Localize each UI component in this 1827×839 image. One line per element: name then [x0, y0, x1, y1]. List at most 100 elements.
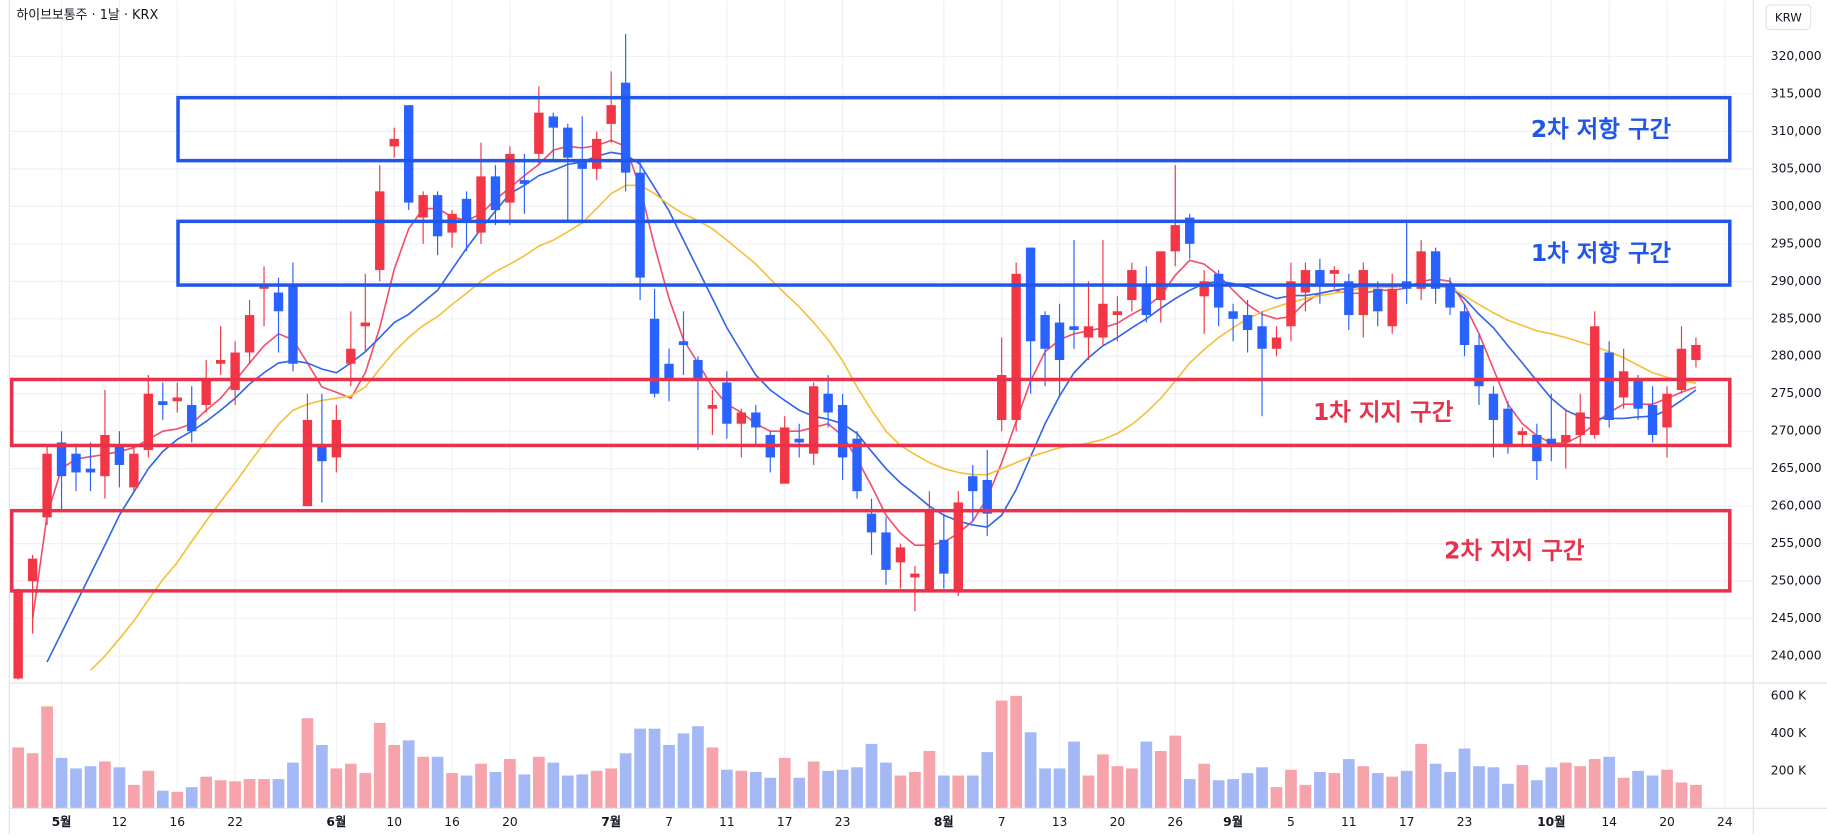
- x-tick-label: 11: [1341, 815, 1357, 829]
- candle-body: [780, 427, 790, 484]
- volume-bar: [171, 791, 184, 809]
- volume-bar: [113, 767, 126, 809]
- x-tick-label: 20: [1659, 815, 1675, 829]
- volume-bar: [200, 776, 213, 809]
- candle-body: [1040, 315, 1050, 349]
- candle-body: [172, 397, 182, 402]
- candle-body: [866, 513, 877, 533]
- candle-body: [1459, 311, 1470, 346]
- volume-bar: [229, 781, 241, 809]
- volume-tick-label: 200 K: [1771, 763, 1807, 777]
- y-tick-label: 310,000: [1771, 124, 1822, 138]
- y-tick-label: 260,000: [1771, 499, 1822, 513]
- candle-body: [1532, 434, 1542, 462]
- volume-bar: [1661, 769, 1673, 809]
- volume-bar: [1690, 784, 1702, 809]
- volume-bar: [966, 775, 979, 809]
- candle-body: [534, 112, 544, 154]
- zone-layer: 2차 저항 구간 1차 저항 구간 1차 지지 구간 2차 지지 구간: [9, 95, 1732, 593]
- x-tick-label: 23: [1457, 815, 1473, 829]
- candle-body: [71, 453, 81, 473]
- volume-bar: [475, 763, 487, 809]
- volume-bar: [865, 743, 878, 809]
- volume-bar: [1646, 775, 1659, 809]
- candle-body: [548, 116, 558, 128]
- y-tick-label: 295,000: [1771, 236, 1822, 250]
- grid-layer: [9, 0, 1754, 809]
- volume-bar: [1675, 782, 1688, 809]
- volume-bar: [981, 752, 994, 809]
- volume-bar: [1328, 773, 1341, 809]
- volume-bar: [128, 784, 140, 809]
- volume-bar: [663, 744, 675, 809]
- y-tick-label: 290,000: [1771, 274, 1822, 288]
- candle-body: [606, 105, 616, 124]
- volume-bar: [1140, 741, 1153, 809]
- volume-bar: [1516, 765, 1529, 809]
- x-tick-label: 17: [1399, 815, 1415, 829]
- candle-body: [751, 412, 761, 428]
- candle-body: [317, 446, 327, 462]
- volume-bar: [185, 787, 198, 809]
- candle-body: [1112, 311, 1123, 316]
- volume-bar: [1386, 776, 1399, 809]
- x-tick-label: 22: [227, 815, 243, 829]
- currency-label[interactable]: KRW: [1775, 10, 1802, 24]
- volume-bar: [1617, 777, 1630, 809]
- candle-body: [273, 292, 284, 312]
- y-tick-label: 275,000: [1771, 386, 1822, 400]
- volume-bar: [402, 740, 415, 809]
- y-tick-label: 255,000: [1771, 536, 1822, 550]
- candle-body: [635, 172, 645, 278]
- candle-body: [620, 82, 631, 173]
- candle-body: [563, 127, 573, 158]
- x-tick-label: 20: [502, 815, 518, 829]
- candle-body: [13, 592, 23, 679]
- candle-body: [519, 180, 530, 184]
- candle-body: [577, 161, 587, 169]
- y-tick-label: 315,000: [1771, 86, 1822, 100]
- candle-body: [722, 382, 732, 424]
- volume-bar: [359, 773, 372, 809]
- y-tick-label: 285,000: [1771, 311, 1822, 325]
- volume-bar: [1024, 732, 1037, 809]
- candle-body: [1445, 285, 1455, 308]
- volume-bar: [1502, 783, 1514, 809]
- candle-body: [418, 195, 428, 218]
- y-tick-label: 265,000: [1771, 461, 1822, 475]
- x-tick-label: 17: [777, 815, 793, 829]
- volume-bar: [243, 779, 256, 809]
- volume-bar: [706, 747, 719, 809]
- candle-body: [505, 153, 515, 203]
- candle-body: [1488, 393, 1499, 420]
- volume-bar: [41, 706, 53, 809]
- volume-bar: [1010, 695, 1023, 809]
- volume-bar: [142, 770, 155, 809]
- volume-bar: [619, 753, 632, 809]
- candle-body: [1011, 273, 1021, 420]
- candle-body: [1618, 371, 1629, 398]
- candle-body: [1358, 270, 1368, 316]
- zone-box: [176, 219, 1732, 287]
- volume-bar: [532, 756, 545, 809]
- x-tick-label: 7: [665, 815, 673, 829]
- currency-box[interactable]: [1765, 4, 1812, 31]
- volume-bar: [489, 771, 502, 809]
- candle-body: [1474, 345, 1484, 387]
- volume-bar: [590, 770, 603, 809]
- candle-body: [664, 363, 674, 379]
- candle-body: [693, 360, 703, 379]
- x-tick-label: 7: [998, 815, 1006, 829]
- candle-body: [997, 374, 1007, 420]
- volume-bar: [1603, 756, 1616, 809]
- candle-body: [895, 547, 906, 563]
- volume-bar: [1632, 770, 1644, 809]
- candle-body: [1242, 315, 1253, 331]
- y-tick-label: 270,000: [1771, 424, 1822, 438]
- volume-bar: [1415, 743, 1427, 809]
- candle-body: [259, 285, 269, 289]
- volume-bar: [1559, 762, 1572, 809]
- candle-body: [1662, 393, 1672, 428]
